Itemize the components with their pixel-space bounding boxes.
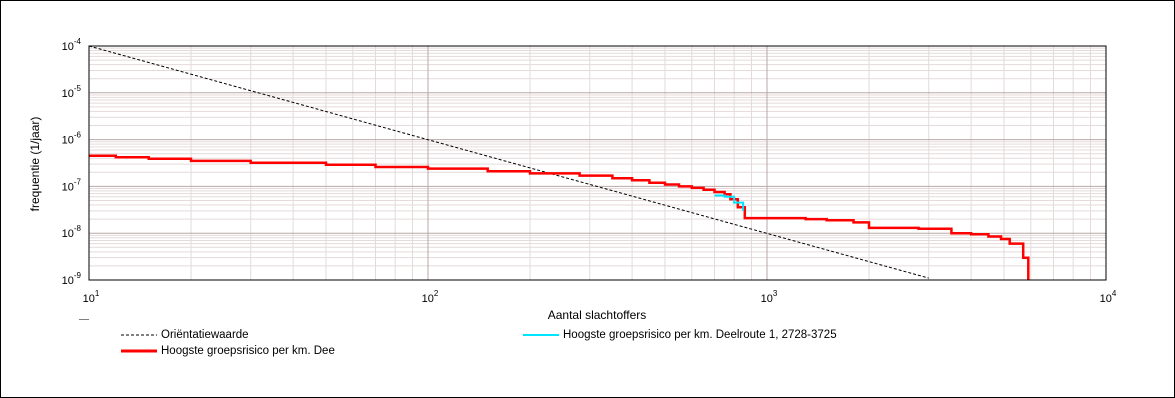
legend-item-orientatiewaarde: Oriëntatiewaarde [121,329,249,341]
legend-label: Hoogste groepsrisico per km. Dee [161,345,335,357]
series-layer [88,45,1030,280]
legend-item-cyan-series: Hoogste groepsrisico per km. Deelroute 1… [523,329,837,341]
y-tick-label: 10-9 [62,271,82,287]
y-tick-label: 10-4 [62,37,82,53]
major-grid [88,45,1107,281]
y-axis-label: frequentie (1/jaar) [28,117,42,212]
legend-label: Hoogste groepsrisico per km. Deelroute 1… [563,329,837,341]
series-line-orientatiewaarde [88,45,929,279]
legend-swatch-red [121,349,157,353]
legend-swatch-dashed [121,334,157,336]
legend-item-red-series: Hoogste groepsrisico per km. Dee [121,345,335,357]
x-tick-label: 103 [761,289,778,305]
x-tick-label: 101 [83,289,100,305]
y-tick-label: 10-6 [62,131,82,147]
series-line-cyan [714,194,745,211]
x-axis-label: Aantal slachtoffers [548,308,647,322]
plot-border [88,45,1107,281]
y-tick-label: 10-5 [62,84,82,100]
legend-marker [79,319,89,320]
series-line-red [89,154,1030,280]
x-tick-label: 102 [422,289,439,305]
y-tick-label: 10-8 [62,224,82,240]
y-tick-label: 10-7 [62,177,82,193]
minor-grid [89,46,1106,280]
x-tick-label: 104 [1100,289,1117,305]
legend-label: Oriëntatiewaarde [161,329,249,341]
legend-swatch-cyan [523,334,559,336]
